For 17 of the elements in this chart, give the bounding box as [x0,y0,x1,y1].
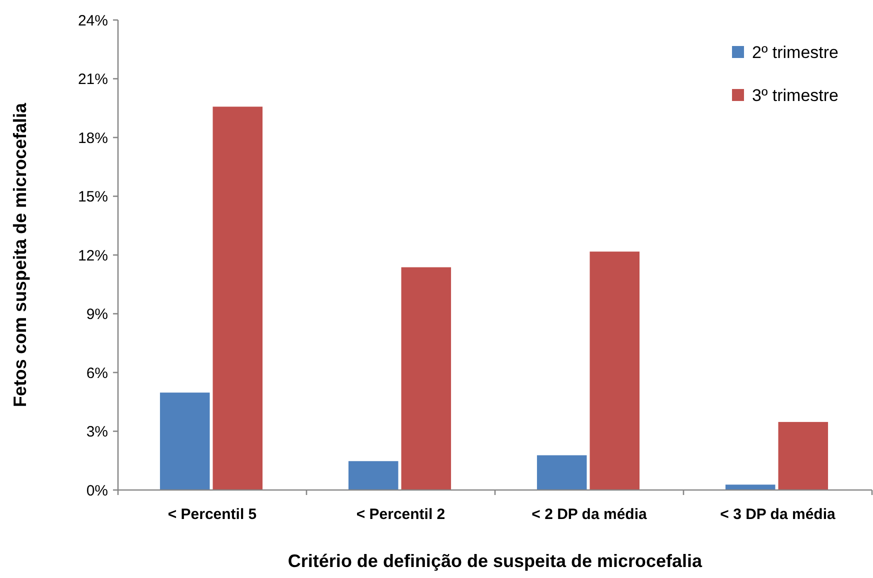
x-tick-label: < Percentil 2 [356,506,446,523]
y-tick-label: 0% [86,482,108,500]
legend-label: 3º trimestre [752,86,839,105]
y-tick-label: 24% [78,12,108,30]
y-tick-label: 3% [86,424,108,440]
y-tick-label: 15% [78,188,108,206]
y-tick-label: 6% [86,364,108,382]
x-axis-title: Critério de definição de suspeita de microcefalia [288,551,704,571]
x-tick-label: < Percentil 5 [168,506,257,523]
y-tick-label: 21% [78,71,108,88]
x-tick-label: < 3 DP da média [720,506,836,523]
y-tick-label: 9% [86,306,108,323]
legend-label: 2º trimestre [752,42,839,62]
y-tick-label: 12% [78,247,108,264]
y-tick-label: 18% [78,130,108,147]
y-axis-title: Fetos com suspeita de microcefalia [10,102,30,408]
x-tick-label: < 2 DP da média [532,506,648,523]
